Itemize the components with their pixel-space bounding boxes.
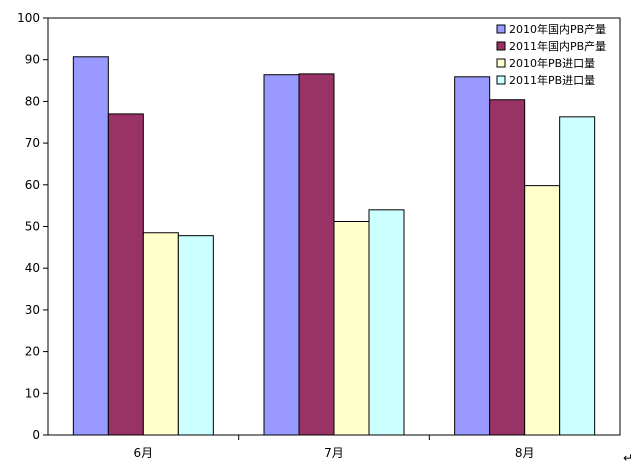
legend-swatch — [496, 58, 506, 68]
bar — [107, 113, 144, 436]
x-axis: 6月 7月 8月 — [134, 435, 535, 460]
bar — [489, 99, 526, 436]
legend-label: 2010年国内PB产量 — [509, 22, 606, 36]
x-category-label: 8月 — [515, 446, 535, 460]
bar — [368, 209, 405, 436]
legend-label: 2011年国内PB产量 — [509, 39, 606, 53]
y-axis: 0 10 20 30 40 50 60 70 80 90 100 — [17, 11, 48, 442]
y-tick-label: 100 — [17, 11, 40, 25]
y-tick-label: 0 — [32, 428, 40, 442]
y-tick-label: 80 — [25, 94, 40, 108]
x-category-label: 6月 — [134, 446, 154, 460]
bars-group — [72, 56, 596, 436]
legend-swatch — [496, 41, 506, 51]
legend-swatch — [496, 24, 506, 34]
y-tick-label: 10 — [25, 386, 40, 400]
bar — [142, 232, 179, 436]
bar — [298, 73, 335, 436]
y-tick-label: 20 — [25, 345, 40, 359]
bar — [177, 235, 214, 436]
bar — [559, 116, 596, 436]
y-tick-label: 40 — [25, 261, 40, 275]
x-category-label: 7月 — [324, 446, 344, 460]
y-tick-label: 90 — [25, 53, 40, 67]
y-tick-label: 30 — [25, 303, 40, 317]
bar — [72, 56, 109, 436]
legend-label: 2011年PB进口量 — [509, 73, 595, 87]
y-tick-label: 60 — [25, 178, 40, 192]
legend: 2010年国内PB产量 2011年国内PB产量 2010年PB进口量 2011年PB进… — [496, 22, 606, 87]
bar — [454, 76, 491, 436]
legend-swatch — [496, 75, 506, 85]
y-tick-label: 50 — [25, 220, 40, 234]
bar — [333, 220, 370, 436]
legend-label: 2010年PB进口量 — [509, 56, 595, 70]
bar — [524, 185, 561, 436]
y-tick-label: 70 — [25, 136, 40, 150]
bar — [263, 74, 300, 436]
paragraph-mark: ↵ — [623, 451, 633, 465]
